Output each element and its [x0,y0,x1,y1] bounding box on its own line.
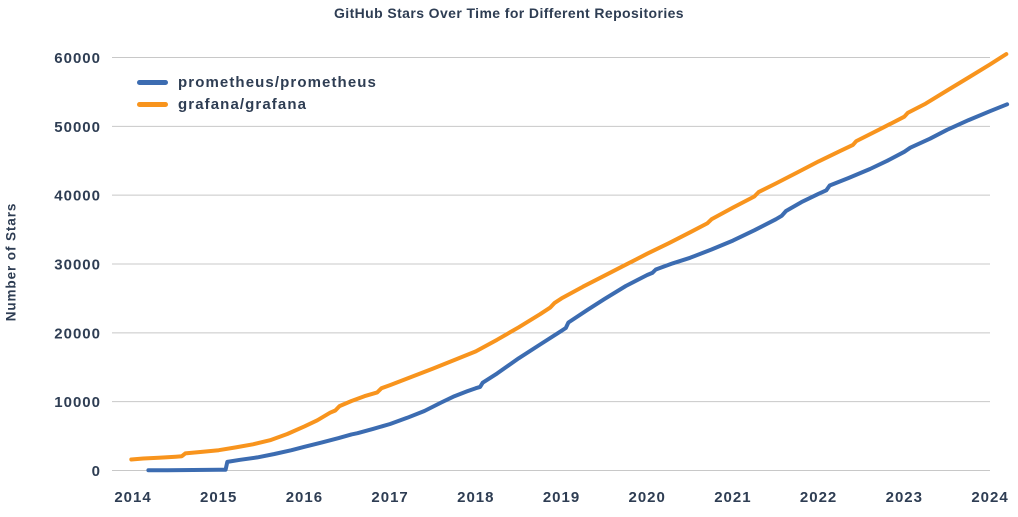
legend-label-prometheus: prometheus/prometheus [178,74,377,91]
series-line-grafana [129,52,1009,462]
y-tick-labels: 0 10000 20000 30000 40000 50000 60000 [54,50,101,480]
x-tick-labels: 2014 2015 2016 2017 2018 2019 2020 2021 2022 2023… [114,489,1008,506]
y-tick-label: 60000 [54,50,101,67]
x-tick-label: 2014 [114,489,151,506]
y-tick-label: 0 [92,463,101,480]
y-tick-label: 50000 [54,119,101,136]
series-line-prometheus [146,102,1010,473]
x-tick-label: 2016 [286,489,323,506]
legend-item-prometheus: prometheus/prometheus [137,74,377,91]
y-axis-title: Number of Stars [3,202,19,322]
y-tick-label: 20000 [54,325,101,342]
gridlines [112,57,990,471]
y-tick-label: 30000 [54,257,101,274]
y-tick-label: 40000 [54,188,101,205]
legend-item-grafana: grafana/grafana [137,96,377,113]
y-tick-label: 10000 [54,394,101,411]
series-lines [129,52,1010,473]
legend: prometheus/prometheus grafana/grafana [137,74,377,113]
x-tick-label: 2019 [543,489,580,506]
grafana-line-swatch [137,102,168,107]
x-tick-label: 2015 [200,489,237,506]
x-tick-label: 2022 [800,489,837,506]
x-tick-label: 2018 [457,489,494,506]
x-tick-label: 2020 [629,489,666,506]
legend-label-grafana: grafana/grafana [178,96,308,113]
x-tick-label: 2021 [714,489,751,506]
chart-title: GitHub Stars Over Time for Different Rep… [334,5,684,21]
x-tick-label: 2017 [371,489,408,506]
prometheus-line-swatch [137,80,168,85]
x-tick-label: 2024 [971,489,1008,506]
x-tick-label: 2023 [886,489,923,506]
